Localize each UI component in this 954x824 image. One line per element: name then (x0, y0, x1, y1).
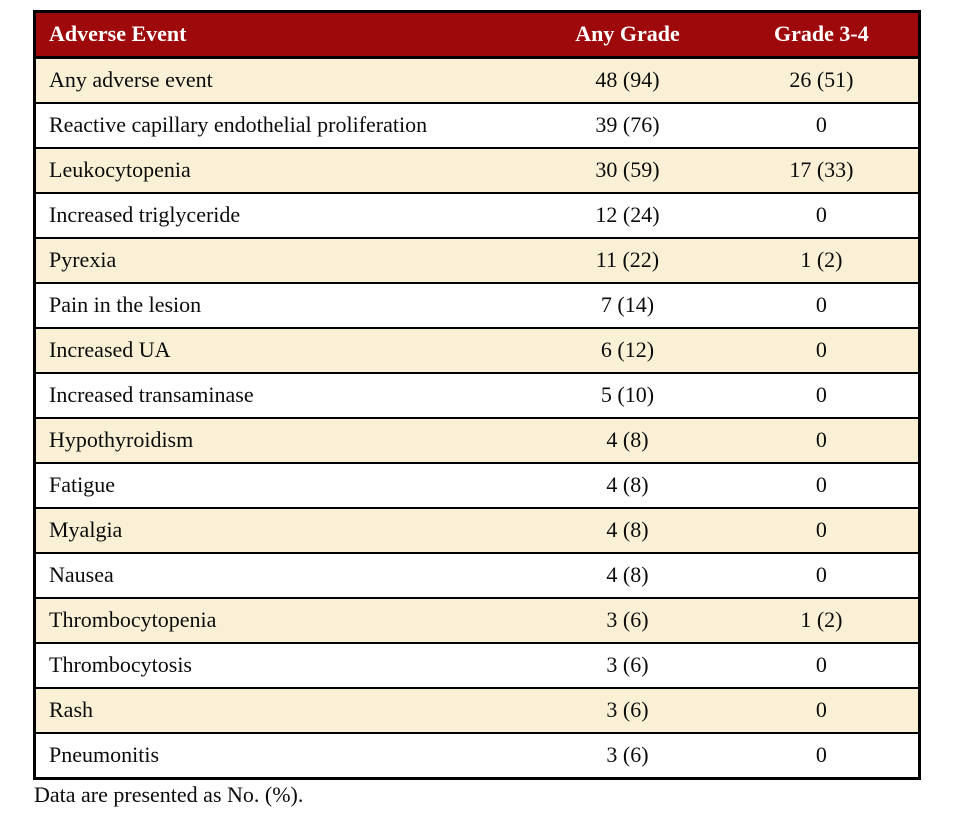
table-row: Myalgia 4 (8) 0 (34, 508, 920, 553)
any-grade-cell: 48 (94) (595, 67, 660, 93)
table-row: Reactive capillary endothelial prolifera… (34, 103, 920, 148)
adverse-event-cell: Increased triglyceride (49, 202, 241, 228)
adverse-event-cell: Reactive capillary endothelial prolifera… (49, 112, 428, 138)
any-grade-cell: 12 (24) (595, 202, 660, 228)
table-row: Pain in the lesion 7 (14) 0 (34, 283, 920, 328)
grade-3-4-cell: 1 (2) (800, 247, 843, 273)
adverse-event-cell: Pneumonitis (49, 742, 160, 768)
any-grade-cell: 39 (76) (595, 112, 660, 138)
table-row: Thrombocytopenia 3 (6) 1 (2) (34, 598, 920, 643)
table-row: Any adverse event 48 (94) 26 (51) (34, 57, 920, 103)
table-row: Thrombocytosis 3 (6) 0 (34, 643, 920, 688)
grade-3-4-cell: 0 (815, 562, 827, 588)
any-grade-cell: 6 (12) (600, 337, 655, 363)
grade-3-4-cell: 0 (815, 427, 827, 453)
any-grade-cell: 3 (6) (606, 742, 649, 768)
any-grade-cell: 4 (8) (606, 517, 649, 543)
grade-3-4-cell: 0 (815, 202, 827, 228)
grade-3-4-cell: 0 (815, 112, 827, 138)
grade-3-4-cell: 0 (815, 517, 827, 543)
table-row: Leukocytopenia 30 (59) 17 (33) (34, 148, 920, 193)
any-grade-cell: 5 (10) (600, 382, 655, 408)
adverse-event-cell: Fatigue (49, 472, 115, 498)
grade-3-4-cell: 26 (51) (789, 67, 854, 93)
grade-3-4-cell: 0 (815, 652, 827, 678)
grade-3-4-cell: 1 (2) (800, 607, 843, 633)
grade-3-4-cell: 17 (33) (789, 157, 854, 183)
grade-3-4-cell: 0 (815, 742, 827, 768)
grade-3-4-cell: 0 (815, 292, 827, 318)
grade-3-4-cell: 0 (815, 337, 827, 363)
any-grade-cell: 7 (14) (600, 292, 655, 318)
table-row: Hypothyroidism 4 (8) 0 (34, 418, 920, 463)
any-grade-cell: 4 (8) (606, 427, 649, 453)
any-grade-cell: 3 (6) (606, 652, 649, 678)
adverse-event-cell: Thrombocytosis (49, 652, 192, 678)
table-row: Increased transaminase 5 (10) 0 (34, 373, 920, 418)
any-grade-cell: 30 (59) (595, 157, 660, 183)
grade-3-4-cell: 0 (815, 697, 827, 723)
column-header-any-grade: Any Grade (530, 11, 725, 58)
adverse-event-cell: Increased UA (49, 337, 171, 363)
table-header-row: Adverse Event Any Grade Grade 3-4 (34, 11, 920, 58)
table-footnote: Data are presented as No. (%). (34, 782, 304, 807)
adverse-event-cell: Rash (49, 697, 93, 723)
any-grade-cell: 3 (6) (606, 607, 649, 633)
table-body: Any adverse event 48 (94) 26 (51) Reactive … (34, 57, 920, 779)
any-grade-cell: 11 (22) (595, 247, 660, 273)
table-row: Rash 3 (6) 0 (34, 688, 920, 733)
adverse-event-cell: Nausea (49, 562, 114, 588)
adverse-event-cell: Leukocytopenia (49, 157, 191, 183)
table-row: Nausea 4 (8) 0 (34, 553, 920, 598)
table-row: Fatigue 4 (8) 0 (34, 463, 920, 508)
any-grade-cell: 4 (8) (606, 472, 649, 498)
adverse-event-cell: Any adverse event (49, 67, 213, 93)
adverse-event-cell: Increased transaminase (49, 382, 254, 408)
grade-3-4-cell: 0 (815, 382, 827, 408)
adverse-event-cell: Myalgia (49, 517, 123, 543)
table-row: Pneumonitis 3 (6) 0 (34, 733, 920, 779)
table-row: Increased UA 6 (12) 0 (34, 328, 920, 373)
adverse-events-table: Adverse Event Any Grade Grade 3-4 Any ad… (33, 10, 921, 780)
table-row: Increased triglyceride 12 (24) 0 (34, 193, 920, 238)
adverse-event-cell: Thrombocytopenia (49, 607, 217, 633)
column-header-adverse-event: Adverse Event (34, 11, 531, 58)
adverse-event-cell: Hypothyroidism (49, 427, 194, 453)
adverse-event-cell: Pain in the lesion (49, 292, 202, 318)
any-grade-cell: 3 (6) (606, 697, 649, 723)
table-row: Pyrexia 11 (22) 1 (2) (34, 238, 920, 283)
adverse-event-cell: Pyrexia (49, 247, 117, 273)
any-grade-cell: 4 (8) (606, 562, 649, 588)
grade-3-4-cell: 0 (815, 472, 827, 498)
column-header-grade-3-4: Grade 3-4 (724, 11, 920, 58)
